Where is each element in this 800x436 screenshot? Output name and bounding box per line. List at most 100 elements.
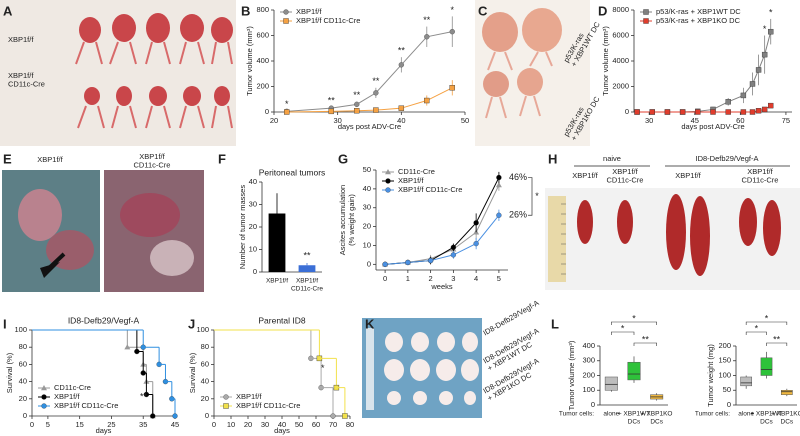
legend-label: XBP1f/f [54,392,80,401]
bracket [633,342,657,346]
marker [424,97,430,104]
y-axis-label: Survival (%) [5,352,14,393]
x-tick-label: 20 [244,420,252,429]
x-tick-label: 60 [312,420,320,429]
annotation: * [621,323,625,333]
x-tick-label: XBP1f/f [266,278,288,285]
annotation: * [755,323,759,333]
y-tick-label: 20 [363,222,371,231]
x-tick-label: 75 [782,116,790,125]
bracket [745,331,767,335]
ruler-ticks [561,203,566,275]
photo-label: XBP1f/f [572,171,598,180]
panel-letter: B [241,3,250,18]
marker [473,220,479,226]
x-tick-label: 1 [406,274,410,283]
y-tick-label: 600 [256,30,269,39]
y-tick-label: 30 [363,203,371,212]
x-tick-label: XBP1f/f [296,278,318,285]
x-tick-label: DCs [781,419,794,426]
y-tick-label: 80 [19,342,27,351]
x-tick-label: 80 [346,420,354,429]
x-tick-label: + XBP1KO [771,411,800,418]
photo-label: XBP1f/f [747,167,773,176]
marker [330,413,336,419]
x-tick-label: 30 [261,420,269,429]
box [760,357,773,376]
x-tick-label: 25 [107,420,115,429]
marker [496,174,502,181]
panel-letter: I [3,316,7,331]
tissue [75,41,233,129]
x-tick-label: 45 [171,420,179,429]
y-tick-label: 0 [205,411,209,420]
annotation: ** [303,250,311,260]
marker [495,182,502,188]
panel-letter: L [551,316,559,331]
marker [41,394,47,400]
legend-label: XBP1f/f CD11c-Cre [54,401,118,410]
marker [41,403,47,409]
x-tick-label: 0 [212,420,216,429]
x-tick-label: 4 [474,274,478,283]
marker [761,51,768,58]
panel-letter: C [478,3,488,18]
photo-h [545,165,800,290]
x-tick-label: alone [738,411,754,418]
y-tick-label: 0 [367,259,371,268]
marker [283,9,289,15]
x-tick-label: 50 [295,420,303,429]
y-tick-label: 800 [256,5,269,14]
marker [649,109,655,115]
marker [740,92,747,99]
annotation: * [451,5,455,15]
y-axis-label: Tumor volume (mm³) [567,340,576,410]
annotation: * [285,99,289,109]
marker [755,108,762,114]
y-tick-label: 100 [14,325,27,334]
photo-e [2,170,204,292]
marker [223,394,229,400]
x-tick-label: 30 [645,116,653,125]
marker [354,101,360,107]
y-tick-label: 300 [582,356,595,365]
marker [385,169,391,175]
photo-k [362,318,482,418]
photo-label: CD11c-Cre [607,175,644,184]
y-tick-label: 2000 [612,81,629,90]
marker [679,109,686,115]
annotation: ** [353,90,361,100]
y-tick-label: 40 [363,184,371,193]
y-tick-label: 150 [718,356,731,365]
x-tick-label: 30 [333,116,341,125]
x-tick-label: 20 [270,116,278,125]
marker [424,34,430,40]
y-tick-label: 100 [718,370,731,379]
x-tick-label: 15 [75,420,83,429]
x-tick-label: 0 [383,274,387,283]
photo-label: XBP1f/f [139,152,165,161]
bracket [745,321,788,325]
annotation: ** [642,334,650,344]
y-tick-label: 20 [249,222,257,231]
marker [634,109,640,115]
y-tick-label: 100 [582,385,595,394]
legend-label: XBP1f/f CD11c-Cre [296,16,360,25]
chart-title: ID8-Defb29/Vegf-A [68,315,140,325]
photo-label: XBP1f/f [612,167,638,176]
annotation: * [765,313,769,323]
x-tick-label: 70 [329,420,337,429]
x-tick-label: 2 [429,274,433,283]
panel-letter: E [3,151,12,166]
marker [124,344,131,350]
marker [150,413,156,419]
annotation: * [769,7,773,17]
photo-a [0,0,236,146]
marker [398,105,405,111]
marker [450,252,457,258]
y-tick-label: 200 [256,81,269,90]
x-axis-label: days post ADV-Cre [338,122,401,131]
panel-letter: F [218,151,226,166]
marker [373,90,379,96]
annotation: ** [140,391,148,401]
